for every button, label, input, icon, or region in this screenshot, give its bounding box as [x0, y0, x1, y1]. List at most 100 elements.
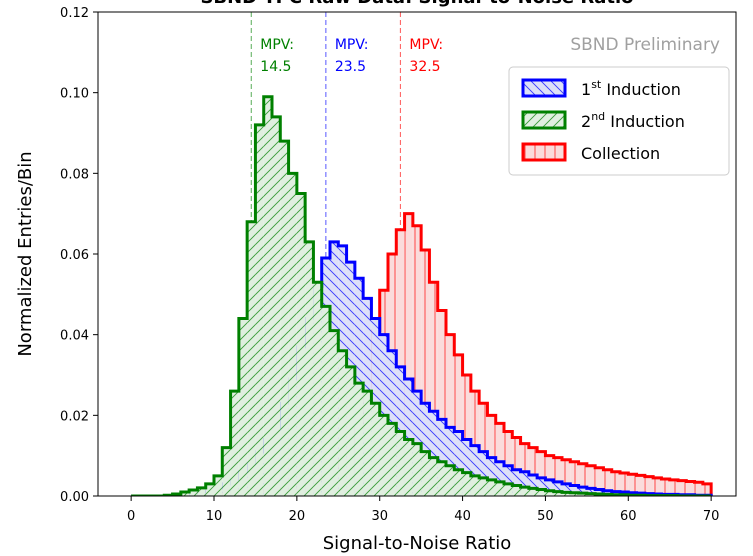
bar-collection [545, 455, 554, 496]
bar-induction2 [338, 350, 347, 496]
x-tick-label: 30 [371, 509, 388, 524]
bar-induction1 [562, 483, 571, 496]
bar-induction2 [313, 282, 322, 496]
bar-induction2 [288, 173, 297, 496]
bar-collection [421, 249, 430, 496]
bar-induction2 [346, 366, 355, 496]
legend-swatch-induction1 [521, 78, 567, 98]
bar-induction2 [247, 221, 256, 496]
y-tick-label: 0.12 [60, 6, 89, 21]
bar-induction2 [379, 415, 388, 496]
bar-induction2 [545, 490, 554, 496]
x-tick-label: 60 [620, 509, 637, 524]
bar-induction2 [272, 116, 281, 496]
bar-induction2 [528, 488, 538, 496]
x-tick-label: 40 [454, 509, 471, 524]
bar-induction2 [354, 383, 364, 496]
bar-induction2 [222, 447, 231, 496]
bar-induction1 [528, 475, 538, 496]
bar-induction1 [487, 457, 496, 496]
bar-induction2 [470, 475, 480, 496]
bar-induction2 [487, 479, 496, 496]
bar-collection [504, 431, 513, 496]
legend-label-induction2: 2nd Induction [581, 110, 685, 131]
bar-induction2 [421, 451, 430, 496]
mpv-markers: MPV: 23.5 MPV: 14.5 MPV: 32.5 [250, 12, 443, 259]
bar-induction2 [263, 96, 272, 496]
bar-induction2 [363, 391, 372, 496]
bar-induction2 [214, 475, 223, 496]
bar-collection [620, 473, 629, 496]
bar-collection [628, 474, 637, 496]
bar-induction1 [512, 469, 521, 496]
legend-entry-collection: Collection [521, 142, 660, 163]
bar-collection [653, 477, 662, 496]
bar-induction2 [553, 491, 562, 496]
legend-swatch-collection [521, 142, 567, 162]
bar-collection [636, 475, 645, 496]
bar-collection [512, 437, 521, 496]
legend-label-induction1: 1st Induction [581, 78, 681, 99]
bar-induction1 [454, 431, 463, 496]
bar-induction2 [230, 391, 239, 496]
bar-collection [669, 479, 678, 496]
bar-collection [686, 481, 695, 496]
bar-collection [678, 480, 687, 496]
bar-induction2 [371, 403, 380, 496]
bar-induction2 [305, 241, 314, 496]
bar-induction1 [429, 411, 438, 496]
bar-collection [570, 461, 579, 496]
bar-induction2 [562, 492, 571, 496]
bar-induction2 [520, 487, 529, 496]
bar-induction2 [388, 423, 397, 496]
bar-collection [702, 483, 712, 496]
mpv-value-collection: 32.5 [409, 59, 440, 75]
bar-collection [479, 403, 488, 496]
bar-induction2 [180, 491, 190, 496]
bar-collection [562, 459, 571, 496]
bar-induction2 [255, 124, 264, 496]
x-tick-label: 20 [289, 509, 306, 524]
bar-induction2 [296, 193, 306, 496]
bar-induction2 [404, 439, 413, 496]
bar-induction1 [537, 477, 546, 496]
legend-label-collection: Collection [581, 144, 660, 163]
bar-collection [595, 467, 604, 496]
bar-induction1 [404, 379, 413, 496]
bar-induction2 [280, 141, 289, 496]
x-tick-label: 70 [703, 509, 720, 524]
bar-induction2 [197, 487, 206, 496]
x-axis-title: Signal-to-Noise Ratio [323, 533, 512, 554]
y-tick-label: 0.06 [60, 248, 89, 263]
bar-collection [694, 482, 703, 496]
bar-collection [404, 213, 413, 496]
bar-collection [603, 469, 612, 496]
bar-induction1 [520, 471, 529, 496]
bar-induction1 [570, 485, 579, 496]
bar-collection [528, 447, 538, 496]
bar-collection [537, 451, 546, 496]
bar-induction2 [437, 461, 446, 496]
y-tick-label: 0.00 [60, 490, 89, 505]
bar-induction2 [238, 318, 248, 496]
y-axis-title: Normalized Entries/Bin [15, 151, 36, 356]
bar-induction2 [412, 443, 422, 496]
step-line-induction2 [131, 95, 712, 496]
mpv-label-induction1: MPV: [335, 37, 369, 53]
y-axis-ticks: 0.00 0.02 0.04 0.06 0.08 0.10 0.12 [60, 6, 98, 505]
bar-induction2 [479, 477, 488, 496]
histogram-layer [131, 95, 713, 496]
bar-collection [470, 391, 480, 496]
x-tick-label: 10 [206, 509, 223, 524]
bar-collection [429, 282, 438, 496]
bar-induction2 [446, 465, 455, 496]
bar-induction1 [446, 427, 455, 496]
bar-induction2 [189, 489, 198, 496]
bar-induction1 [504, 465, 513, 496]
bar-induction1 [553, 481, 562, 496]
bar-induction2 [537, 489, 546, 496]
bar-collection [495, 423, 504, 496]
bar-collection [454, 354, 463, 496]
bar-induction2 [495, 481, 504, 496]
